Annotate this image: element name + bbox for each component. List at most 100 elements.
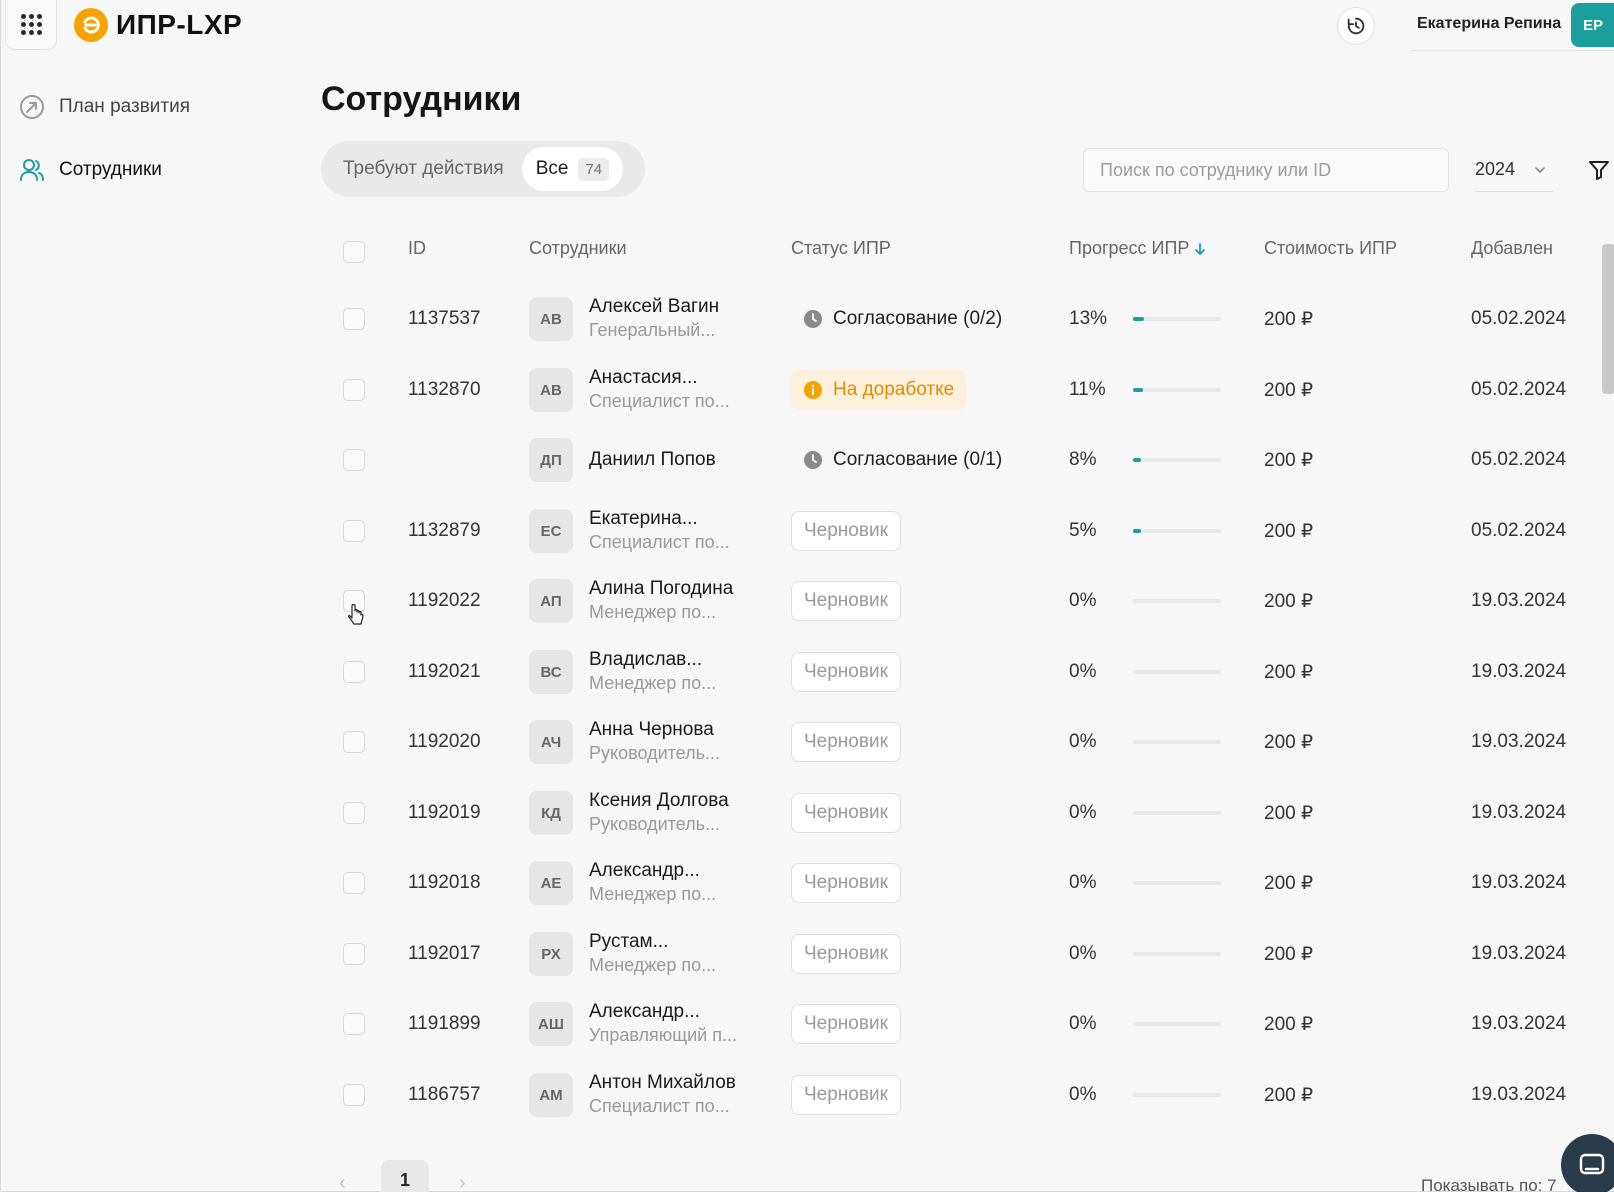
- status-label: Черновик: [804, 943, 888, 964]
- status-badge: Черновик: [791, 934, 901, 974]
- row-checkbox[interactable]: [343, 943, 365, 965]
- table-row[interactable]: ДП Даниил Попов Согласование (0/1) 8% 200 ₽ 0…: [321, 425, 1581, 495]
- row-checkbox[interactable]: [343, 661, 365, 683]
- column-header-cost: Стоимость ИПР: [1264, 238, 1397, 258]
- progress-bar: [1133, 458, 1221, 462]
- employee-name[interactable]: Даниил Попов: [589, 449, 716, 470]
- employee-name[interactable]: Антон Михайлов: [589, 1072, 736, 1093]
- progress-percent: 0%: [1069, 1084, 1097, 1105]
- table-row[interactable]: 1191899 АШ Александр... Управляющий п... Чер…: [321, 989, 1581, 1059]
- history-button[interactable]: [1337, 7, 1375, 45]
- user-avatar[interactable]: ЕР: [1571, 3, 1614, 47]
- employee-name[interactable]: Александр...: [589, 1001, 700, 1022]
- select-all-checkbox[interactable]: [343, 241, 365, 263]
- page-title: Сотрудники: [321, 80, 522, 118]
- table-row[interactable]: 1192019 КД Ксения Долгова Руководитель... Че…: [321, 778, 1581, 848]
- table-row[interactable]: 1192017 РХ Рустам... Менеджер по... Черновик…: [321, 919, 1581, 989]
- users-icon: [20, 159, 44, 181]
- pagination-prev-button[interactable]: ‹: [339, 1172, 346, 1192]
- progress-percent: 0%: [1069, 943, 1097, 964]
- status-label: Согласование (0/2): [833, 308, 1003, 329]
- added-date: 19.03.2024: [1471, 872, 1567, 893]
- history-icon: [1347, 17, 1365, 35]
- status-label: Черновик: [804, 731, 888, 752]
- added-date: 19.03.2024: [1471, 802, 1567, 823]
- progress-bar: [1133, 599, 1221, 603]
- plan-cost: 200 ₽: [1264, 943, 1314, 965]
- employee-avatar: АЕ: [529, 861, 573, 905]
- table-row[interactable]: 1192020 АЧ Анна Чернова Руководитель... Черн…: [321, 707, 1581, 777]
- employee-name[interactable]: Алексей Вагин: [589, 296, 720, 317]
- progress-bar-fill: [1133, 529, 1141, 533]
- row-checkbox[interactable]: [343, 872, 365, 894]
- scrollbar-thumb[interactable]: [1602, 244, 1614, 394]
- column-header-employee: Сотрудники: [529, 238, 627, 258]
- employee-name[interactable]: Анна Чернова: [589, 719, 714, 740]
- progress-percent: 0%: [1069, 661, 1097, 682]
- filter-button[interactable]: [1587, 158, 1611, 182]
- column-header-progress[interactable]: Прогресс ИПР: [1069, 238, 1206, 259]
- tab-all[interactable]: Все 74: [521, 147, 624, 191]
- employee-id: 1192019: [408, 802, 481, 823]
- employee-id: 1186757: [408, 1084, 481, 1105]
- row-checkbox[interactable]: [343, 1013, 365, 1035]
- employee-name[interactable]: Александр...: [589, 860, 700, 881]
- table-row[interactable]: 1192021 ВС Владислав... Менеджер по... Черно…: [321, 637, 1581, 707]
- status-label: Черновик: [804, 520, 888, 541]
- employee-name[interactable]: Алина Погодина: [589, 578, 734, 599]
- progress-bar-fill: [1133, 388, 1143, 392]
- sidebar-item-employees[interactable]: Сотрудники: [19, 157, 162, 183]
- progress-percent: 11%: [1069, 379, 1106, 400]
- row-checkbox[interactable]: [343, 1084, 365, 1106]
- row-checkbox[interactable]: [343, 308, 365, 330]
- sidebar-item-development-plan[interactable]: План развития: [19, 94, 190, 120]
- table-row[interactable]: 1137537 АВ Алексей Вагин Генеральный... Согл…: [321, 284, 1581, 354]
- pagination-next-button[interactable]: ›: [459, 1172, 466, 1192]
- row-checkbox[interactable]: [343, 379, 365, 401]
- user-name[interactable]: Екатерина Репина: [1417, 15, 1562, 32]
- employee-id: 1191899: [408, 1013, 481, 1034]
- employee-position: Менеджер по...: [589, 955, 717, 975]
- status-badge: Черновик: [791, 863, 901, 903]
- status-badge: Черновик: [791, 1004, 901, 1044]
- plan-cost: 200 ₽: [1264, 308, 1314, 330]
- employee-name[interactable]: Рустам...: [589, 931, 669, 952]
- added-date: 05.02.2024: [1471, 308, 1567, 329]
- table-row[interactable]: 1192022 АП Алина Погодина Менеджер по... Чер…: [321, 566, 1581, 636]
- row-checkbox[interactable]: [343, 520, 365, 542]
- employee-position: Руководитель...: [589, 743, 720, 763]
- support-chat-button[interactable]: [1561, 1134, 1614, 1192]
- progress-bar: [1133, 529, 1221, 533]
- year-select[interactable]: 2024: [1475, 148, 1553, 192]
- apps-menu-button[interactable]: [5, 0, 57, 50]
- pagination-page-button[interactable]: 1: [381, 1160, 429, 1192]
- filter-icon: [1589, 161, 1609, 180]
- row-checkbox[interactable]: [343, 731, 365, 753]
- per-page-selector[interactable]: Показывать по: 7: [1421, 1176, 1557, 1192]
- search-input[interactable]: [1083, 148, 1449, 192]
- progress-bar: [1133, 388, 1221, 392]
- employee-avatar: АШ: [529, 1002, 573, 1046]
- status-badge: Черновик: [791, 581, 901, 621]
- status-label: Черновик: [804, 1084, 888, 1105]
- progress-percent: 0%: [1069, 731, 1097, 752]
- tab-requires-action[interactable]: Требуют действия: [343, 158, 504, 179]
- row-checkbox[interactable]: [343, 802, 365, 824]
- plan-cost: 200 ₽: [1264, 1084, 1314, 1106]
- employee-name[interactable]: Екатерина...: [589, 508, 698, 529]
- table-row[interactable]: 1186757 АМ Антон Михайлов Специалист по... Ч…: [321, 1060, 1581, 1130]
- app-logo[interactable]: ИПР-LXP: [74, 8, 242, 42]
- employee-name[interactable]: Ксения Долгова: [589, 790, 729, 811]
- table-row[interactable]: 1132879 ЕС Екатерина... Специалист по... Чер…: [321, 496, 1581, 566]
- employee-name[interactable]: Анастасия...: [589, 367, 698, 388]
- row-checkbox[interactable]: [343, 449, 365, 471]
- employee-id: 1192022: [408, 590, 481, 611]
- progress-percent: 0%: [1069, 872, 1097, 893]
- table-row[interactable]: 1192018 АЕ Александр... Менеджер по... Черно…: [321, 848, 1581, 918]
- employee-name[interactable]: Владислав...: [589, 649, 703, 670]
- table-row[interactable]: 1132870 АВ Анастасия... Специалист по... На …: [321, 355, 1581, 425]
- progress-bar: [1133, 811, 1221, 815]
- sidebar-item-label: План развития: [59, 96, 191, 117]
- added-date: 05.02.2024: [1471, 449, 1567, 470]
- progress-percent: 0%: [1069, 590, 1097, 611]
